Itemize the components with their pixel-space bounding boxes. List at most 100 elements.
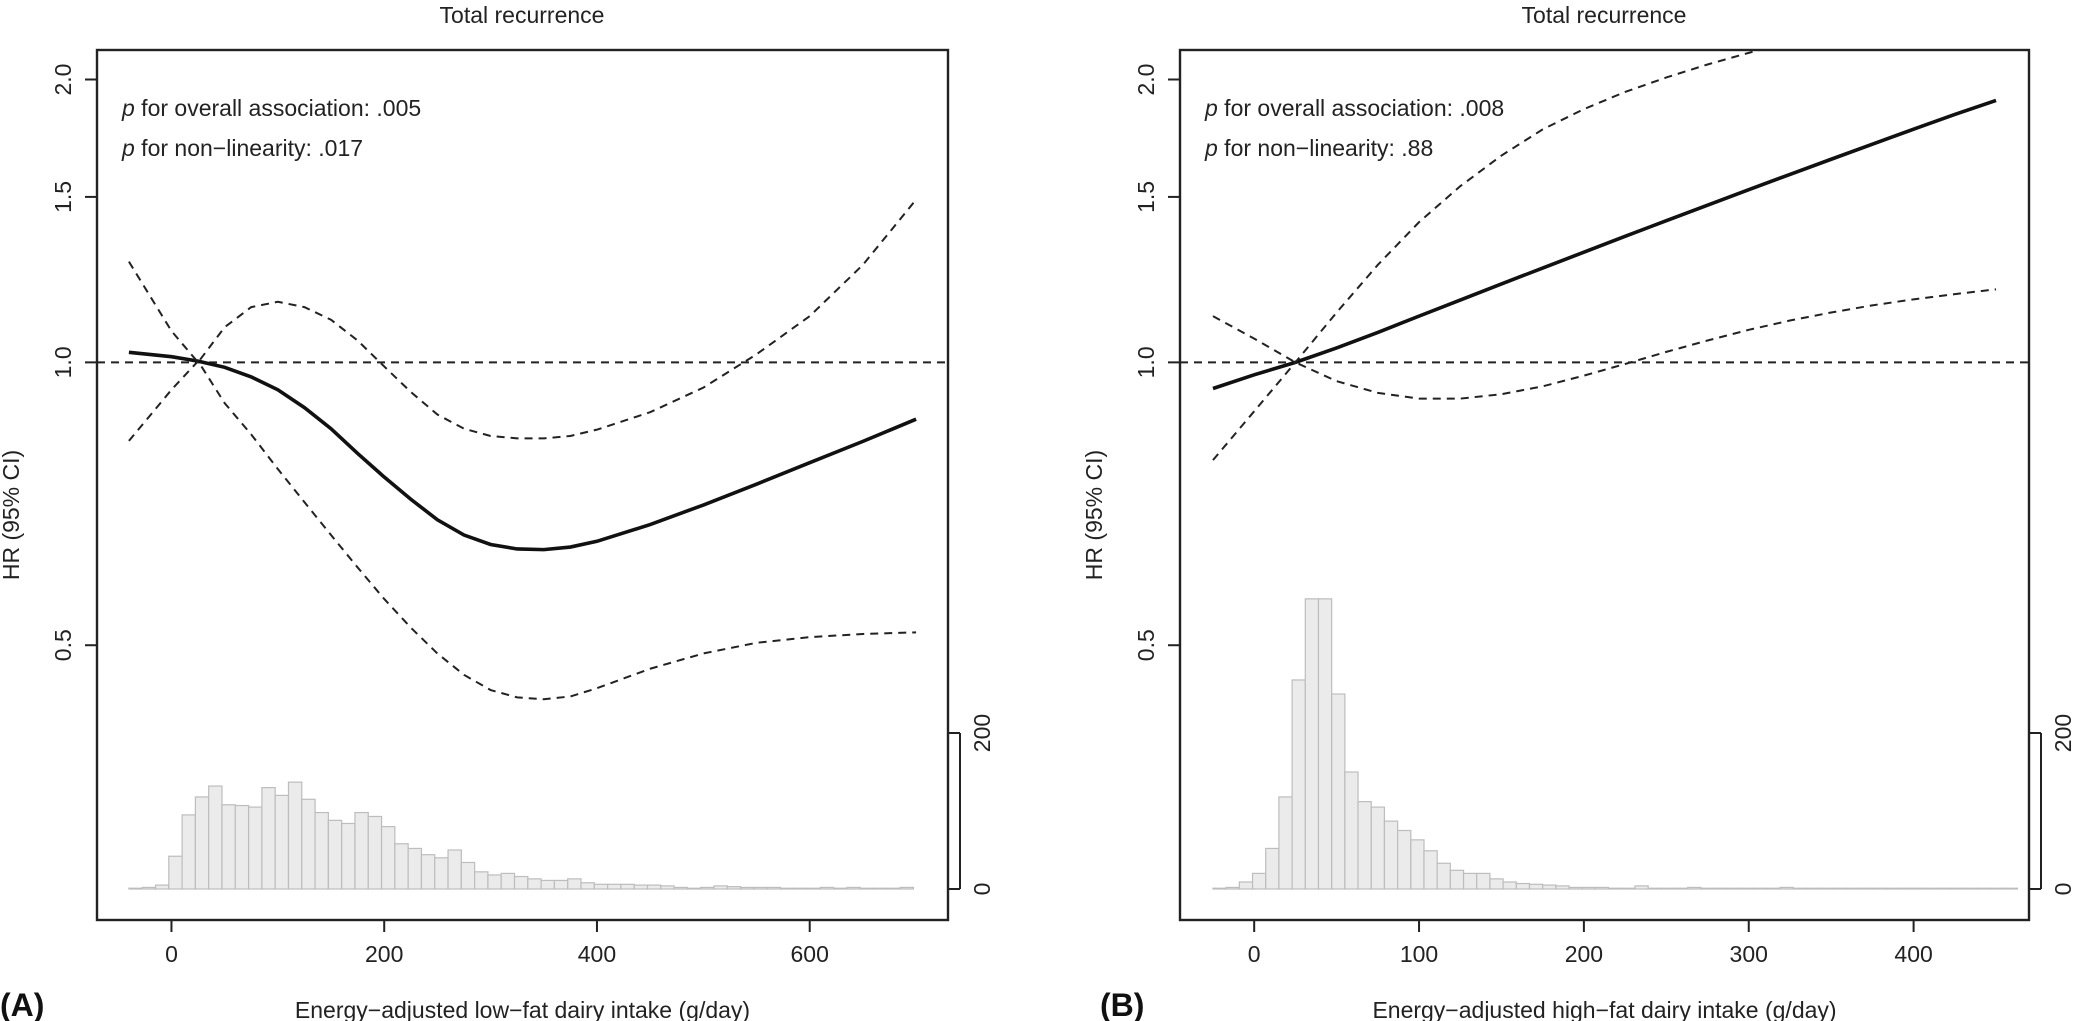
y-tick-label: 1.5 [1133,181,1159,213]
histogram-bar [474,871,489,890]
histogram-bar [354,811,369,890]
y-axis-label: HR (95% CI) [0,450,24,580]
plot-frame [1178,48,2031,922]
histogram-bar [1581,886,1597,890]
histogram-bar [128,887,143,890]
histogram-bar [833,887,848,890]
histogram-bar [1555,885,1570,890]
histogram-bar [1278,796,1293,890]
histogram-bar [527,878,542,890]
histogram-bar [221,804,236,890]
histogram-bar [1621,887,1636,890]
histogram-bar [1608,887,1623,890]
histogram-bar [420,854,436,890]
histogram-bar [447,849,462,890]
histogram-bar [660,885,675,890]
histogram-bar [1594,886,1610,890]
histogram-bar [1977,887,1992,890]
x-tick-label: 300 [1730,941,1768,967]
histogram-bar [1251,872,1267,890]
histogram-bar [500,872,516,890]
count-tick-label: 200 [969,714,995,752]
histogram-bar [487,874,502,890]
histogram-bar [141,886,157,890]
histogram [128,781,915,890]
histogram-bar [1370,806,1386,890]
ci-lower-line [1212,288,1997,400]
y-tick-label: 2.0 [1133,64,1159,96]
histogram-bar [287,781,303,890]
panel-label: (B) [1100,987,1144,1021]
histogram-bar [1805,887,1821,890]
ci-upper-line [1212,50,1764,461]
histogram-bar [1634,885,1649,890]
histogram-bar [181,814,197,890]
histogram-bar [620,883,635,890]
histogram-bar [1779,886,1794,890]
histogram-bar [726,886,742,890]
histogram-bar [779,887,795,890]
y-tick-label: 1.0 [50,346,76,378]
histogram-bar [1647,887,1662,890]
histogram-bar [1832,887,1847,890]
histogram-bar [1304,598,1320,890]
histogram-bar [1357,801,1372,890]
x-tick-label: 200 [365,941,403,967]
histogram-bar [1238,881,1254,890]
histogram-bar [1462,872,1478,890]
histogram-bar [194,796,210,890]
histogram-bar [1265,847,1280,890]
histogram-bar [1871,887,1887,890]
p-value-annotation: p for overall association: .008 [1204,95,1504,121]
x-tick-label: 600 [791,941,829,967]
hr-estimate-line [128,350,917,552]
histogram-bar [1476,872,1491,890]
histogram-bar [1898,887,1913,890]
histogram-bar [753,886,768,890]
histogram-bar [1344,771,1359,890]
histogram-bar [1542,884,1557,890]
histogram-bar [1383,820,1399,890]
histogram [1212,598,2019,890]
y-tick-label: 1.5 [50,181,76,213]
histogram-bar [1489,878,1504,890]
histogram-bar [859,887,875,890]
histogram-bar [1792,887,1808,890]
histogram-bar [806,887,821,890]
histogram-bar [819,886,835,890]
histogram-bar [168,855,183,890]
histogram-bar [1911,887,1926,890]
x-tick-label: 200 [1565,941,1603,967]
histogram-bar [540,879,556,890]
histogram-bar [1924,887,1939,890]
histogram-bar [1397,829,1412,890]
histogram-bar [1528,883,1544,890]
histogram-bar [1753,887,1768,890]
histogram-bar [886,887,901,890]
ci-upper-line [128,199,917,440]
y-tick-label: 0.5 [1133,629,1159,661]
histogram-bar [1990,887,2005,890]
plot-frame [95,48,950,922]
histogram-bar [633,884,649,890]
histogram-bar [766,886,782,890]
p-value-annotation: p for non−linearity: .88 [1204,135,1433,161]
histogram-bar [1964,887,1979,890]
histogram-bar [1317,598,1333,890]
histogram-bar [234,804,250,890]
histogram-bar [154,884,170,890]
histogram-bar [1331,693,1346,890]
x-tick-label: 100 [1400,941,1438,967]
histogram-bar [1515,882,1531,890]
panel-b: 0 100 200 300 400 0.5 1.0 1.5 2.0 0 200 Total recur… [1081,2,2076,1021]
histogram-bar [713,885,728,890]
chart-title: Total recurrence [1522,2,1687,28]
histogram-bar [247,806,263,890]
histogram-bar [513,875,529,890]
histogram-bar [1225,886,1240,890]
y-tick-label: 0.5 [50,629,76,661]
histogram-bar [899,886,915,890]
histogram-bar [1436,862,1451,890]
histogram-bar [1568,886,1583,890]
histogram-bar [434,857,449,890]
